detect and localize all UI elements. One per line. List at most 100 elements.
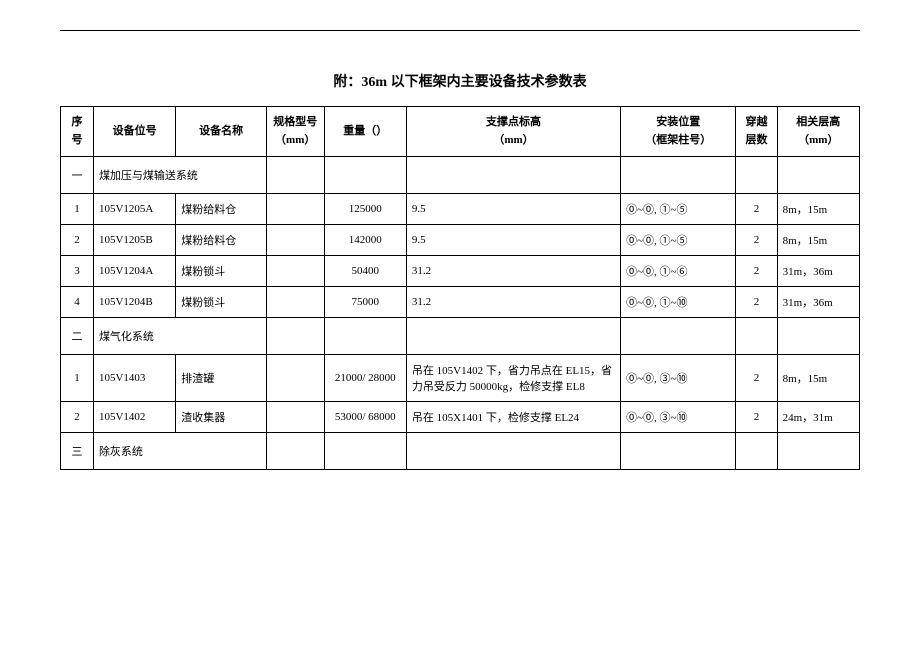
cell-weight: 125000 (324, 194, 406, 225)
cell-seq: 一 (61, 157, 94, 194)
header-install: 安装位置（框架柱号） (621, 107, 736, 157)
table-row: 三除灰系统 (61, 433, 860, 470)
header-height: 相关层高（mm） (777, 107, 859, 157)
horizontal-rule (60, 30, 860, 31)
cell-equip-no: 105V1204B (93, 287, 175, 318)
cell-support: 9.5 (406, 194, 620, 225)
cell-section-name: 煤气化系统 (93, 318, 266, 355)
table-row: 2105V1205B煤粉给料仓1420009.5⓪~⓪, ①~⑤28m，15m (61, 225, 860, 256)
cell-weight: 53000/ 68000 (324, 402, 406, 433)
cell-layers: 2 (736, 194, 777, 225)
header-equip-name: 设备名称 (176, 107, 267, 157)
header-layers: 穿越层数 (736, 107, 777, 157)
cell-height: 24m，31m (777, 402, 859, 433)
cell-equip-name: 煤粉给料仓 (176, 194, 267, 225)
cell-equip-no: 105V1402 (93, 402, 175, 433)
table-body: 一煤加压与煤输送系统1105V1205A煤粉给料仓1250009.5⓪~⓪, ①… (61, 157, 860, 470)
cell-empty (621, 433, 736, 470)
cell-empty (736, 433, 777, 470)
table-row: 1105V1403排渣罐21000/ 28000吊在 105V1402 下，省力… (61, 355, 860, 402)
cell-weight: 142000 (324, 225, 406, 256)
cell-height: 8m，15m (777, 355, 859, 402)
table-row: 1105V1205A煤粉给料仓 1250009.5⓪~⓪, ①~⑤28m，15m (61, 194, 860, 225)
cell-support: 吊在 105X1401 下，检修支撑 EL24 (406, 402, 620, 433)
cell-equip-name: 煤粉给料仓 (176, 225, 267, 256)
header-seq: 序号 (61, 107, 94, 157)
cell-empty (621, 318, 736, 355)
cell-height: 8m，15m (777, 225, 859, 256)
cell-empty (266, 318, 324, 355)
cell-seq: 2 (61, 402, 94, 433)
cell-layers: 2 (736, 287, 777, 318)
cell-empty (406, 157, 620, 194)
cell-seq: 2 (61, 225, 94, 256)
cell-equip-no: 105V1403 (93, 355, 175, 402)
cell-install: ⓪~⓪, ③~⑩ (621, 355, 736, 402)
header-spec: 规格型号（mm） (266, 107, 324, 157)
table-row: 3105V1204A煤粉锁斗 5040031.2⓪~⓪, ①~⑥231m，36m (61, 256, 860, 287)
cell-seq: 二 (61, 318, 94, 355)
cell-spec (266, 256, 324, 287)
cell-install: ⓪~⓪, ①~⑤ (621, 194, 736, 225)
cell-equip-name: 排渣罐 (176, 355, 267, 402)
cell-spec (266, 287, 324, 318)
cell-seq: 3 (61, 256, 94, 287)
table-row: 4105V1204B煤粉锁斗 7500031.2⓪~⓪, ①~⑩231m，36m (61, 287, 860, 318)
cell-seq: 1 (61, 194, 94, 225)
header-support: 支撑点标高（mm） (406, 107, 620, 157)
table-row: 2105V1402渣收集器53000/ 68000吊在 105X1401 下，检… (61, 402, 860, 433)
cell-equip-name: 煤粉锁斗 (176, 256, 267, 287)
table-title: 附：36m 以下框架内主要设备技术参数表 (60, 71, 860, 91)
cell-height: 31m，36m (777, 256, 859, 287)
cell-spec (266, 355, 324, 402)
cell-equip-no: 105V1205B (93, 225, 175, 256)
cell-spec (266, 194, 324, 225)
cell-weight: 50400 (324, 256, 406, 287)
cell-empty (777, 433, 859, 470)
header-weight: 重量（） (324, 107, 406, 157)
cell-install: ⓪~⓪, ①~⑤ (621, 225, 736, 256)
cell-layers: 2 (736, 256, 777, 287)
cell-empty (266, 433, 324, 470)
table-row: 一煤加压与煤输送系统 (61, 157, 860, 194)
cell-equip-no: 105V1204A (93, 256, 175, 287)
cell-equip-name: 渣收集器 (176, 402, 267, 433)
cell-height: 8m，15m (777, 194, 859, 225)
cell-empty (324, 157, 406, 194)
cell-equip-name: 煤粉锁斗 (176, 287, 267, 318)
cell-seq: 4 (61, 287, 94, 318)
cell-section-name: 煤加压与煤输送系统 (93, 157, 266, 194)
cell-empty (736, 157, 777, 194)
cell-empty (621, 157, 736, 194)
cell-empty (736, 318, 777, 355)
cell-support: 31.2 (406, 256, 620, 287)
cell-support: 9.5 (406, 225, 620, 256)
cell-support: 31.2 (406, 287, 620, 318)
header-equip-no: 设备位号 (93, 107, 175, 157)
cell-layers: 2 (736, 225, 777, 256)
table-row: 二煤气化系统 (61, 318, 860, 355)
cell-install: ⓪~⓪, ③~⑩ (621, 402, 736, 433)
cell-empty (406, 433, 620, 470)
equipment-table: 序号 设备位号 设备名称 规格型号（mm） 重量（） 支撑点标高（mm） 安装位… (60, 106, 860, 470)
cell-seq: 三 (61, 433, 94, 470)
cell-section-name: 除灰系统 (93, 433, 266, 470)
cell-empty (324, 433, 406, 470)
cell-equip-no: 105V1205A (93, 194, 175, 225)
cell-empty (324, 318, 406, 355)
cell-empty (406, 318, 620, 355)
cell-install: ⓪~⓪, ①~⑩ (621, 287, 736, 318)
cell-layers: 2 (736, 355, 777, 402)
cell-install: ⓪~⓪, ①~⑥ (621, 256, 736, 287)
cell-empty (266, 157, 324, 194)
cell-empty (777, 157, 859, 194)
cell-seq: 1 (61, 355, 94, 402)
cell-layers: 2 (736, 402, 777, 433)
cell-support: 吊在 105V1402 下，省力吊点在 EL15，省力吊受反力 50000kg，… (406, 355, 620, 402)
cell-spec (266, 402, 324, 433)
cell-weight: 75000 (324, 287, 406, 318)
cell-height: 31m，36m (777, 287, 859, 318)
cell-spec (266, 225, 324, 256)
table-header-row: 序号 设备位号 设备名称 规格型号（mm） 重量（） 支撑点标高（mm） 安装位… (61, 107, 860, 157)
cell-empty (777, 318, 859, 355)
